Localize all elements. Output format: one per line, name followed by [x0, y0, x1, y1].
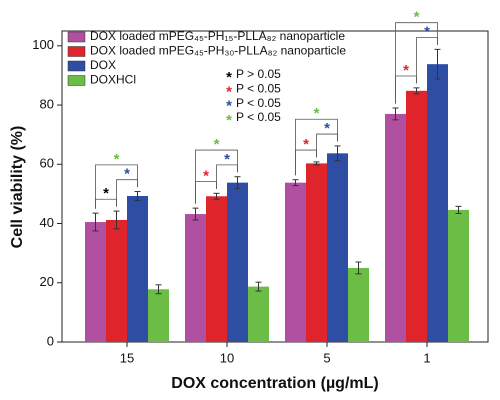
legend-swatch: [67, 46, 86, 57]
y-tick-label: 60: [40, 156, 54, 171]
bar: [385, 113, 406, 342]
bar: [327, 153, 348, 342]
y-tick-label: 0: [47, 333, 54, 348]
significance-star: *: [203, 167, 209, 184]
annotation-star: *: [226, 112, 232, 129]
legend-label: DOX: [90, 58, 116, 72]
significance-star: *: [303, 136, 309, 153]
annotation-text: P < 0.05: [236, 81, 281, 95]
significance-star: *: [424, 23, 430, 40]
significance-bracket: [195, 149, 238, 204]
x-tick-label: 15: [120, 350, 134, 365]
y-tick-label: 20: [40, 274, 54, 289]
annotation-star: *: [226, 98, 232, 115]
annotation-text: P < 0.05: [236, 96, 281, 110]
bar: [248, 286, 269, 342]
bar: [306, 163, 327, 342]
legend-swatch: [67, 75, 86, 86]
bar: [406, 90, 427, 342]
y-tick-label: 80: [40, 96, 54, 111]
significance-star: *: [124, 166, 130, 183]
bar: [427, 64, 448, 342]
annotation-text: P < 0.05: [236, 110, 281, 124]
x-axis-title: DOX concentration (µg/mL): [171, 375, 378, 392]
bar: [227, 182, 248, 342]
bar: [348, 267, 369, 342]
x-tick-label: 10: [220, 350, 234, 365]
legend-swatch: [67, 60, 86, 72]
plot-frame: [61, 30, 489, 343]
significance-bracket: [395, 22, 438, 104]
bar: [127, 195, 148, 342]
y-tick-label: 40: [40, 215, 54, 230]
significance-star: *: [224, 151, 230, 168]
significance-star: *: [214, 136, 220, 153]
significance-star: *: [324, 120, 330, 137]
x-tick-label: 5: [323, 350, 330, 365]
significance-star: *: [114, 151, 120, 168]
legend-label: DOX loaded mPEG₄₅-PH₁₅-PLLA₈₂ nanopartic…: [90, 29, 345, 43]
y-tick-label: 100: [32, 37, 54, 52]
annotation-star: *: [226, 83, 232, 100]
x-tick-label: 1: [423, 350, 430, 365]
significance-star: *: [403, 62, 409, 79]
annotation-star: *: [226, 69, 232, 86]
bar: [185, 214, 206, 342]
bar: [85, 222, 106, 342]
legend-label: DOX loaded mPEG₄₅-PH₃₀-PLLA₈₂ nanopartic…: [90, 44, 346, 58]
legend-label: DOXHCl: [90, 73, 136, 87]
significance-bracket: [295, 118, 338, 176]
significance-star: *: [314, 105, 320, 122]
significance-star: *: [414, 9, 420, 26]
bar: [285, 182, 306, 342]
legend-swatch: [67, 31, 86, 43]
bar: [106, 219, 127, 342]
significance-star: *: [103, 185, 109, 202]
annotation-text: P > 0.05: [236, 67, 281, 81]
bar: [148, 289, 169, 342]
bar: [448, 209, 469, 342]
y-axis-title: Cell viability (%): [9, 126, 26, 249]
significance-bracket: [95, 164, 138, 209]
bar: [206, 196, 227, 342]
